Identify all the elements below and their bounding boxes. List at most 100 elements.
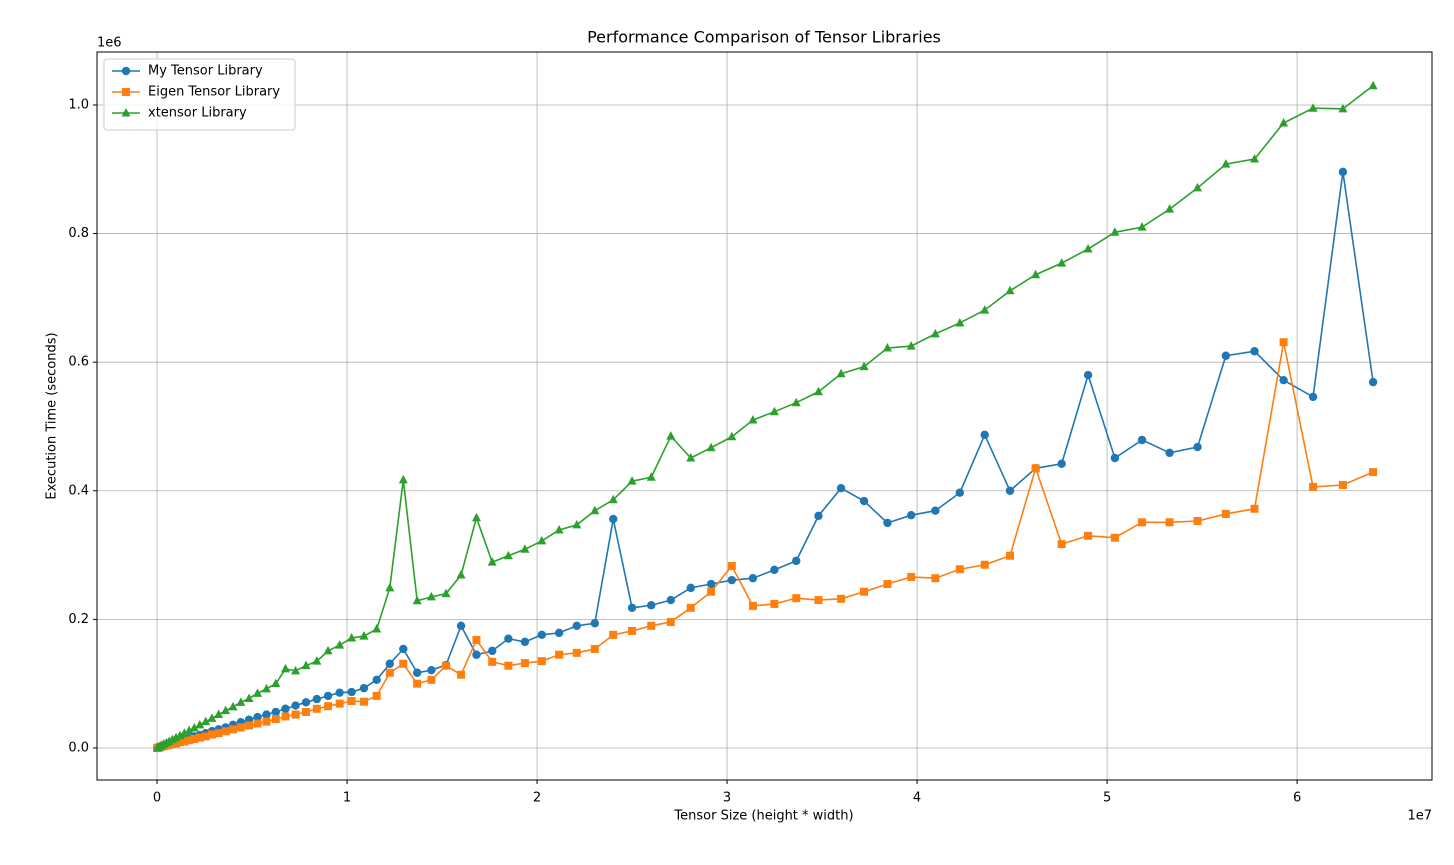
data-point: [859, 496, 869, 506]
data-point: [412, 595, 422, 605]
data-point: [520, 544, 530, 553]
y-tick-label: 0.0: [68, 740, 89, 755]
data-point: [748, 415, 758, 424]
data-point: [291, 665, 301, 675]
legend-label: My Tensor Library: [148, 64, 263, 79]
data-point: [229, 725, 238, 734]
data-point: [413, 679, 422, 688]
data-point: [555, 650, 564, 659]
data-point: [175, 730, 185, 740]
x-tick-label: 5: [1103, 791, 1111, 806]
x-axis-label: Tensor Size (height * width): [673, 809, 853, 824]
data-point: [456, 570, 466, 579]
y-tick-label: 0.2: [68, 612, 89, 627]
data-point: [189, 723, 199, 732]
data-point: [335, 699, 344, 708]
data-point: [457, 670, 466, 679]
data-point: [301, 660, 311, 670]
data-point: [980, 560, 989, 569]
data-point: [456, 621, 466, 631]
x-tick-label: 3: [723, 791, 731, 806]
data-point: [1057, 459, 1066, 468]
data-point: [770, 565, 779, 575]
data-point: [359, 631, 369, 640]
data-point: [1279, 117, 1289, 127]
data-point: [312, 704, 321, 713]
data-point: [1165, 448, 1174, 458]
data-point: [426, 591, 436, 601]
data-point: [791, 397, 801, 407]
data-point: [323, 645, 333, 655]
data-point: [1250, 504, 1259, 513]
data-point: [930, 328, 940, 338]
legend: My Tensor Library Eigen Tensor Library xte…: [103, 58, 296, 131]
data-point: [686, 452, 696, 462]
data-point: [312, 656, 322, 665]
data-point: [1279, 338, 1288, 347]
data-point: [427, 665, 436, 675]
data-point: [214, 709, 224, 719]
data-point: [359, 697, 368, 706]
data-point: [261, 683, 271, 693]
data-point: [324, 702, 333, 711]
data-point: [931, 506, 940, 515]
data-point: [1221, 351, 1231, 360]
x-scale-label: 1e7: [1407, 809, 1432, 824]
data-point: [271, 715, 280, 724]
data-point: [347, 697, 356, 706]
data-point: [335, 640, 345, 649]
data-point: [608, 494, 618, 504]
data-point: [184, 725, 194, 735]
data-point: [980, 430, 989, 440]
data-point: [236, 697, 246, 706]
y-scale-label: 1e6: [97, 36, 122, 51]
data-point: [883, 518, 892, 528]
y-tick-label: 0.8: [68, 226, 89, 241]
data-point: [503, 550, 513, 560]
data-point: [906, 511, 916, 520]
data-point: [727, 431, 737, 441]
data-point: [385, 659, 395, 668]
data-point: [727, 575, 737, 585]
data-point: [627, 476, 637, 485]
data-point: [207, 713, 217, 722]
data-point: [176, 738, 185, 747]
data-point: [185, 736, 194, 745]
data-point: [686, 603, 695, 612]
data-point: [359, 683, 369, 693]
data-point: [1005, 551, 1014, 560]
data-point: [572, 648, 581, 657]
data-point: [195, 719, 205, 729]
data-point: [860, 587, 869, 596]
legend-marker: [121, 66, 131, 76]
data-point: [201, 732, 210, 741]
legend-marker: [122, 88, 130, 96]
data-point: [770, 599, 779, 608]
data-point: [472, 650, 481, 659]
data-point: [837, 594, 846, 603]
legend-box: [103, 58, 296, 131]
data-point: [1368, 80, 1378, 90]
data-point: [280, 663, 290, 673]
data-point: [228, 701, 238, 711]
data-point: [1338, 167, 1348, 177]
x-tick-label: 6: [1293, 791, 1301, 806]
data-point: [883, 580, 892, 589]
data-point: [323, 691, 333, 701]
data-point: [427, 675, 436, 684]
data-point: [572, 621, 581, 631]
chart-title: Performance Comparison of Tensor Librari…: [587, 28, 941, 47]
data-point: [1110, 453, 1120, 463]
data-point: [262, 710, 271, 719]
data-point: [1338, 480, 1347, 489]
data-point: [472, 635, 481, 644]
data-point: [686, 583, 695, 593]
data-point: [1221, 509, 1230, 518]
data-point: [190, 734, 199, 743]
data-point: [180, 737, 189, 746]
data-point: [1084, 531, 1093, 540]
data-point: [590, 644, 599, 653]
data-point: [1338, 103, 1348, 113]
data-point: [398, 474, 408, 484]
